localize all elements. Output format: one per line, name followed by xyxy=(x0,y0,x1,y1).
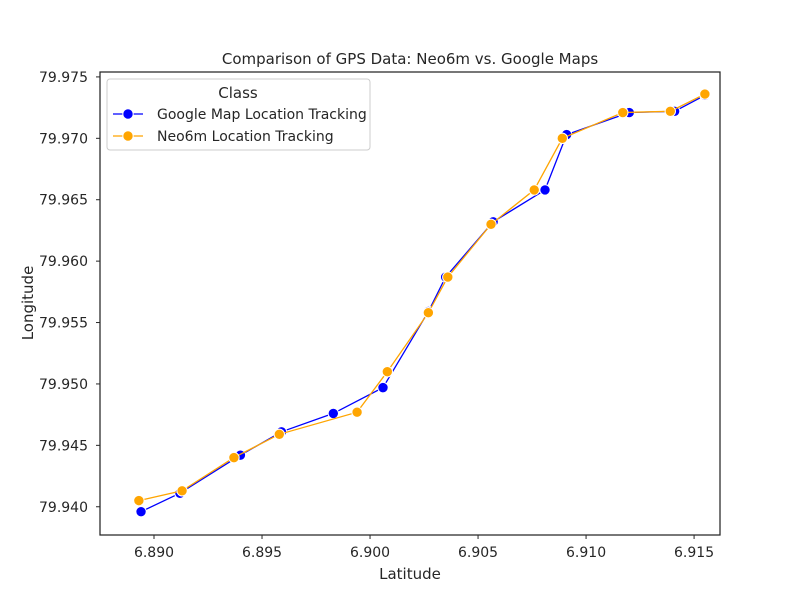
x-axis-label: Latitude xyxy=(379,565,441,583)
series-line-2 xyxy=(138,93,706,502)
legend-label-2: Neo6m Location Tracking xyxy=(157,129,334,145)
y-tick-label: 79.945 xyxy=(39,438,88,454)
series-1-point xyxy=(539,184,551,196)
x-tick-label: 6.915 xyxy=(674,545,714,561)
y-tick-label: 79.970 xyxy=(39,131,88,147)
legend-marker-1 xyxy=(122,108,134,120)
y-tick-label: 79.950 xyxy=(39,377,88,393)
legend-label-1: Google Map Location Tracking xyxy=(157,107,367,123)
series-2-point xyxy=(485,218,497,230)
series-1-point xyxy=(135,505,147,518)
series-2-point xyxy=(133,494,145,507)
legend-box xyxy=(106,78,371,151)
series-2-point xyxy=(556,132,568,145)
series-1-point xyxy=(377,381,389,394)
series-2-point xyxy=(228,451,240,464)
x-tick-label: 6.905 xyxy=(458,545,498,561)
y-tick-label: 79.955 xyxy=(39,316,88,332)
y-axis-label: Longitude xyxy=(19,266,37,341)
chart-title: Comparison of GPS Data: Neo6m vs. Google… xyxy=(222,50,598,68)
series-1-point xyxy=(327,407,340,420)
series-2-point xyxy=(528,184,540,196)
series-2-point xyxy=(176,485,188,497)
axis-ticks: 6.890 6.895 6.900 6.905 6.910 6.915 79.940 79.9… xyxy=(39,70,714,561)
series-2-point xyxy=(617,106,629,119)
series-2-point xyxy=(381,365,394,378)
series-2-point xyxy=(699,88,711,100)
legend-marker-2 xyxy=(122,130,134,142)
x-tick-label: 6.895 xyxy=(242,545,282,561)
legend-title: Class xyxy=(218,84,258,102)
plot-marks xyxy=(133,88,711,518)
legend: Class Google Map Location Tracking Neo6m … xyxy=(106,78,371,151)
y-tick-label: 79.960 xyxy=(39,254,88,270)
legend-entries: Google Map Location Tracking Neo6m Locati… xyxy=(113,107,367,145)
series-2-point xyxy=(442,271,454,283)
x-tick-label: 6.890 xyxy=(134,545,174,561)
series-2-point xyxy=(273,428,286,440)
y-tick-label: 79.940 xyxy=(39,500,88,516)
series-2-point xyxy=(351,406,363,418)
series-2-point xyxy=(664,105,677,117)
x-tick-label: 6.910 xyxy=(566,545,606,561)
series-2-point xyxy=(422,307,435,319)
x-tick-label: 6.900 xyxy=(350,545,390,561)
plot-frame xyxy=(99,71,721,536)
y-tick-label: 79.975 xyxy=(39,70,88,86)
y-tick-label: 79.965 xyxy=(39,193,88,209)
